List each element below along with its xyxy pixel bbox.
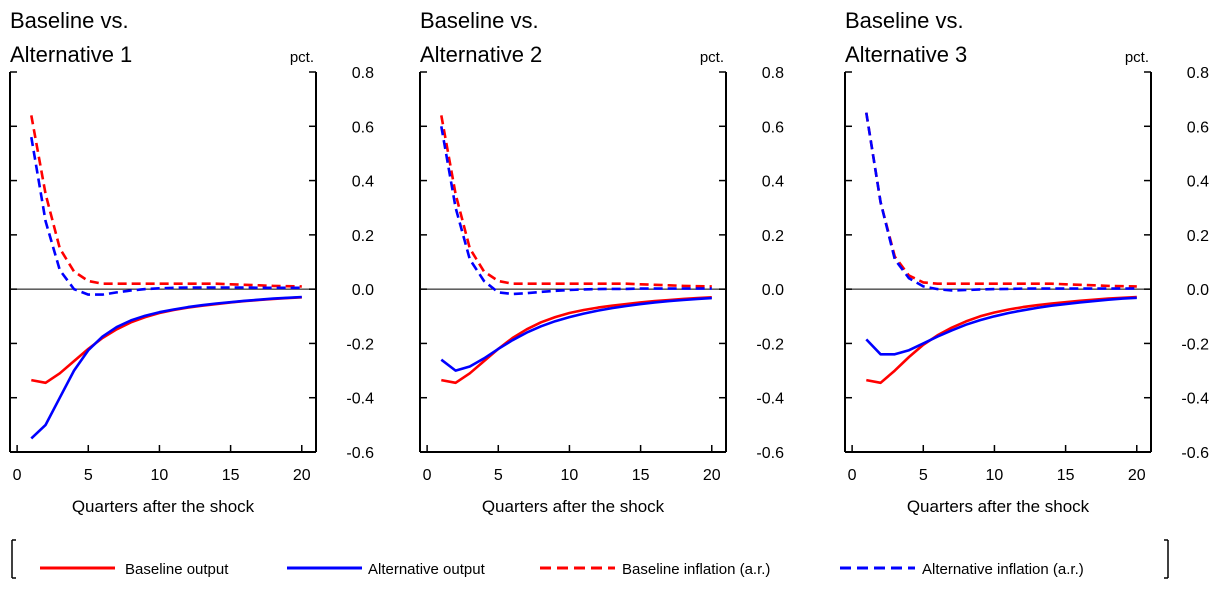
chart-panel-2: Baseline vs. Alternative 2 pct. 0.8 0.6 0.4 0.… xyxy=(419,8,784,516)
x-axis-title: Quarters after the shock xyxy=(482,497,665,516)
y-tick-label: 0.8 xyxy=(352,65,374,82)
alternative-output-line xyxy=(440,296,712,372)
panel-title-line1: Baseline vs. xyxy=(420,8,539,33)
x-tick-label: 20 xyxy=(1128,467,1146,484)
alternative-inflation-a-r-line xyxy=(865,112,1137,292)
x-tick-label: 0 xyxy=(848,467,857,484)
baseline-inflation-a-r-line xyxy=(440,115,712,288)
y-tick-label: 0.4 xyxy=(1187,174,1209,191)
legend-label-3: Baseline inflation (a.r.) xyxy=(622,561,770,578)
panel-title-line1: Baseline vs. xyxy=(10,8,129,33)
y-tick-label: -0.2 xyxy=(346,336,374,353)
baseline-inflation-a-r-line xyxy=(865,112,1137,288)
alternative-output-line xyxy=(30,295,302,440)
x-tick-label: 15 xyxy=(632,467,650,484)
legend-label-1: Baseline output xyxy=(125,561,229,578)
y-tick-label: 0.6 xyxy=(1187,119,1209,136)
x-tick-label: 0 xyxy=(423,467,432,484)
x-tick-label: 0 xyxy=(13,467,22,484)
y-tick-label: 0.2 xyxy=(1187,228,1209,245)
y-tick-label: 0.0 xyxy=(762,282,784,299)
panel-title-line1: Baseline vs. xyxy=(845,8,964,33)
y-tick-label: -0.4 xyxy=(346,391,374,408)
y-tick-label: -0.4 xyxy=(1181,391,1209,408)
y-tick-label: 0.2 xyxy=(352,228,374,245)
y-tick-label: -0.6 xyxy=(756,445,784,462)
chart-panel-3: Baseline vs. Alternative 3 pct. 0.8 0.6 0.4 0.… xyxy=(844,8,1209,516)
y-tick-label: -0.2 xyxy=(756,336,784,353)
x-tick-label: 20 xyxy=(703,467,721,484)
y-tick-label: 0.0 xyxy=(352,282,374,299)
legend-label-2: Alternative output xyxy=(368,561,486,578)
x-axis-title: Quarters after the shock xyxy=(907,497,1090,516)
baseline-output-line xyxy=(441,296,712,385)
panel-title-line2: Alternative 3 xyxy=(845,42,967,67)
y-tick-label: 0.0 xyxy=(1187,282,1209,299)
y-unit-label: pct. xyxy=(1125,49,1149,66)
y-tick-label: -0.6 xyxy=(1181,445,1209,462)
legend-label-4: Alternative inflation (a.r.) xyxy=(922,561,1084,578)
legend: Baseline output Alternative output Baselin… xyxy=(11,539,1169,579)
baseline-output-line xyxy=(866,295,1137,385)
x-tick-label: 10 xyxy=(151,467,169,484)
x-tick-label: 5 xyxy=(919,467,928,484)
panel-title-line2: Alternative 2 xyxy=(420,42,542,67)
x-tick-label: 10 xyxy=(561,467,579,484)
chart-panel-1: Baseline vs. Alternative 1 pct. 0.8 0.6 0.4 0.… xyxy=(9,8,374,516)
y-tick-label: 0.4 xyxy=(762,174,784,191)
y-tick-label: -0.6 xyxy=(346,445,374,462)
legend-left-bracket xyxy=(11,539,16,579)
y-tick-label: -0.4 xyxy=(756,391,784,408)
x-tick-label: 20 xyxy=(293,467,311,484)
x-tick-label: 10 xyxy=(986,467,1004,484)
chart-panels: Baseline vs. Alternative 1 pct. 0.8 0.6 0.4 0.… xyxy=(9,8,1209,516)
y-unit-label: pct. xyxy=(700,49,724,66)
y-tick-label: 0.6 xyxy=(762,119,784,136)
y-tick-label: 0.4 xyxy=(352,174,374,191)
alternative-inflation-a-r-line xyxy=(30,136,302,296)
x-tick-label: 5 xyxy=(494,467,503,484)
alternative-inflation-a-r-line xyxy=(440,126,712,296)
y-tick-label: 0.6 xyxy=(352,119,374,136)
y-tick-label: -0.2 xyxy=(1181,336,1209,353)
alternative-output-line xyxy=(865,296,1137,356)
baseline-inflation-a-r-line xyxy=(30,115,302,288)
x-tick-label: 15 xyxy=(222,467,240,484)
legend-right-bracket xyxy=(1164,539,1169,579)
y-unit-label: pct. xyxy=(290,49,314,66)
y-tick-label: 0.8 xyxy=(1187,65,1209,82)
x-axis-title: Quarters after the shock xyxy=(72,497,255,516)
x-tick-label: 5 xyxy=(84,467,93,484)
x-tick-label: 15 xyxy=(1057,467,1075,484)
y-tick-label: 0.8 xyxy=(762,65,784,82)
y-tick-label: 0.2 xyxy=(762,228,784,245)
panel-title-line2: Alternative 1 xyxy=(10,42,132,67)
